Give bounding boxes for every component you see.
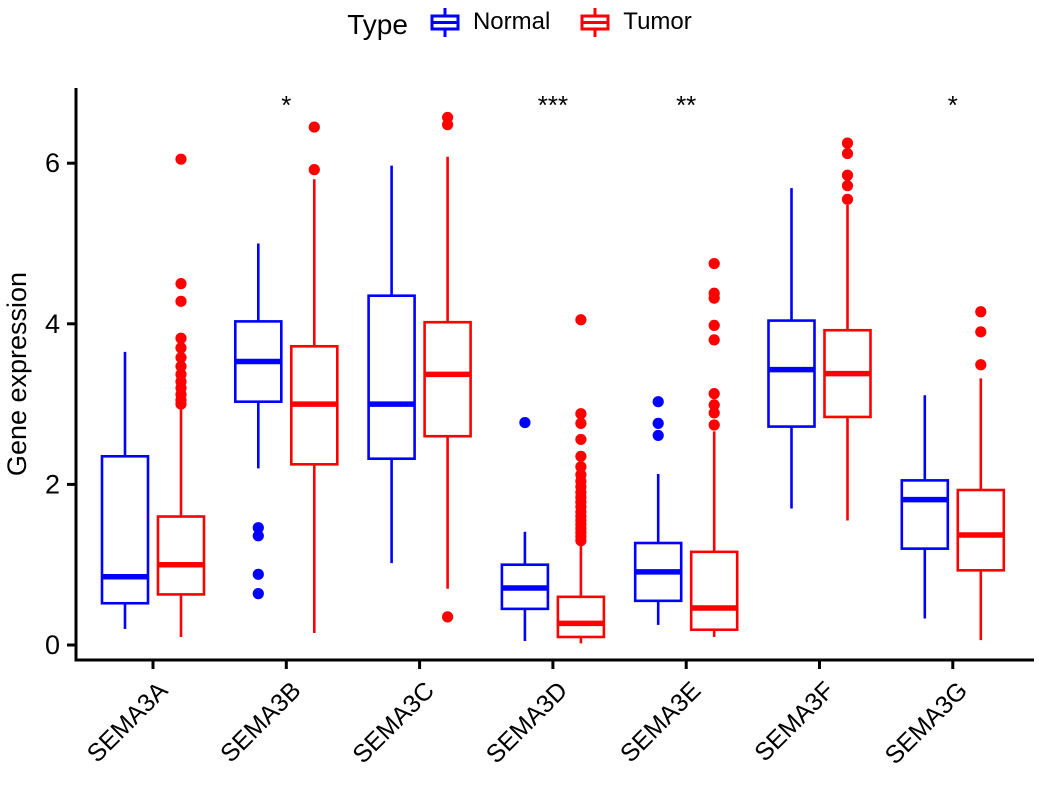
box-normal-SEMA3G [900, 395, 950, 619]
legend: Type Normal Tumor [0, 6, 1039, 43]
outlier-point-tumor-SEMA3A-2 [175, 295, 187, 307]
outlier-point-tumor-SEMA3D-2 [575, 417, 587, 429]
box-tumor-SEMA3E [689, 257, 739, 637]
outlier-point-tumor-SEMA3D-5 [575, 461, 587, 473]
gene-label-SEMA3G: SEMA3G [880, 676, 973, 769]
gene-label-SEMA3B: SEMA3B [215, 676, 307, 768]
outlier-point-tumor-SEMA3E-2 [708, 292, 720, 304]
significance-star-SEMA3E: ** [676, 90, 696, 120]
outlier-point-tumor-SEMA3A-1 [175, 278, 187, 290]
legend-title: Type [347, 8, 408, 40]
outlier-point-tumor-SEMA3E-3 [708, 319, 720, 332]
outlier-point-tumor-SEMA3A-4 [175, 342, 187, 354]
y-tick-label-0: 0 [45, 630, 60, 660]
iqr-box [156, 515, 206, 596]
outlier-point-tumor-SEMA3F-1 [841, 147, 854, 160]
outlier-point-normal-SEMA3B-3 [252, 588, 264, 600]
significance-star-SEMA3D: *** [538, 90, 568, 120]
y-tick-label-2: 2 [45, 469, 60, 499]
box-normal-SEMA3B [234, 243, 283, 600]
outlier-point-tumor-SEMA3B-1 [308, 164, 320, 176]
outlier-point-tumor-SEMA3F-0 [841, 137, 854, 149]
box-tumor-SEMA3D [556, 314, 606, 644]
legend-items: Normal Tumor [426, 6, 692, 43]
significance-star-SEMA3B: * [281, 90, 291, 120]
outlier-point-tumor-SEMA3C-2 [442, 611, 454, 623]
iqr-box [900, 479, 950, 550]
iqr-box [689, 550, 739, 632]
legend-item-tumor: Tumor [576, 6, 692, 38]
outlier-point-tumor-SEMA3B-0 [308, 121, 320, 133]
gene-label-SEMA3F: SEMA3F [749, 676, 840, 767]
outlier-point-tumor-SEMA3D-20 [575, 535, 587, 547]
iqr-box [100, 454, 150, 605]
outlier-point-tumor-SEMA3E-7 [708, 407, 720, 419]
outlier-point-tumor-SEMA3A-12 [175, 398, 187, 410]
box-normal-SEMA3C [367, 165, 416, 564]
outlier-point-normal-SEMA3B-0 [252, 522, 264, 534]
gene-label-SEMA3A: SEMA3A [82, 676, 174, 768]
outlier-point-tumor-SEMA3E-8 [708, 419, 720, 431]
outlier-point-tumor-SEMA3D-1 [575, 408, 587, 420]
box-tumor-SEMA3C [423, 111, 472, 623]
outlier-point-normal-SEMA3E-0 [652, 396, 664, 408]
iqr-box [767, 319, 816, 428]
box-tumor-SEMA3G [956, 306, 1006, 641]
outlier-point-tumor-SEMA3F-2 [841, 169, 854, 181]
box-normal-SEMA3F [767, 188, 816, 509]
boxplot-key-icon [580, 8, 610, 37]
iqr-box [367, 294, 416, 461]
box-normal-SEMA3D [500, 416, 550, 641]
iqr-box [423, 320, 472, 438]
iqr-box [556, 595, 606, 639]
outlier-point-tumor-SEMA3E-5 [708, 388, 720, 400]
outlier-point-tumor-SEMA3C-1 [442, 119, 454, 131]
outlier-point-normal-SEMA3B-2 [252, 568, 264, 580]
outlier-point-tumor-SEMA3D-4 [575, 450, 587, 462]
outlier-point-tumor-SEMA3E-0 [708, 257, 720, 270]
outlier-point-tumor-SEMA3A-3 [175, 332, 187, 344]
outlier-point-normal-SEMA3E-2 [652, 429, 664, 442]
y-axis-title: Gene expression [2, 272, 32, 476]
outlier-point-tumor-SEMA3F-4 [841, 193, 854, 205]
outlier-point-normal-SEMA3D-0 [519, 416, 531, 429]
iqr-box [956, 488, 1006, 572]
outlier-point-tumor-SEMA3D-3 [575, 433, 587, 446]
outlier-point-normal-SEMA3E-1 [652, 417, 664, 429]
outlier-point-tumor-SEMA3E-6 [708, 399, 720, 411]
box-normal-SEMA3E [633, 396, 683, 625]
significance-star-SEMA3G: * [948, 90, 958, 120]
legend-label: Tumor [623, 8, 692, 35]
outlier-point-tumor-SEMA3E-4 [708, 334, 720, 346]
y-tick-label-6: 6 [45, 148, 60, 178]
gene-label-SEMA3C: SEMA3C [347, 676, 439, 768]
box-tumor-SEMA3F [823, 137, 872, 521]
box-normal-SEMA3A [100, 351, 150, 629]
gene-label-SEMA3E: SEMA3E [615, 676, 707, 768]
y-tick-label-4: 4 [45, 309, 60, 339]
outlier-point-normal-SEMA3B-1 [252, 530, 264, 542]
box-tumor-SEMA3A [156, 153, 206, 637]
legend-item-normal: Normal [426, 6, 550, 38]
legend-label: Normal [472, 8, 551, 35]
outlier-point-tumor-SEMA3F-3 [841, 180, 854, 192]
outlier-point-tumor-SEMA3G-1 [975, 326, 987, 338]
outlier-point-tumor-SEMA3G-2 [975, 359, 987, 371]
gene-label-SEMA3D: SEMA3D [481, 676, 573, 768]
outlier-point-tumor-SEMA3A-5 [175, 351, 187, 364]
outlier-point-tumor-SEMA3A-0 [175, 153, 187, 165]
box-tumor-SEMA3B [289, 121, 339, 633]
outlier-point-tumor-SEMA3G-0 [975, 306, 987, 318]
outlier-point-tumor-SEMA3D-0 [575, 314, 587, 326]
boxplot-key-icon [430, 8, 460, 37]
outlier-point-tumor-SEMA3A-6 [175, 360, 187, 372]
